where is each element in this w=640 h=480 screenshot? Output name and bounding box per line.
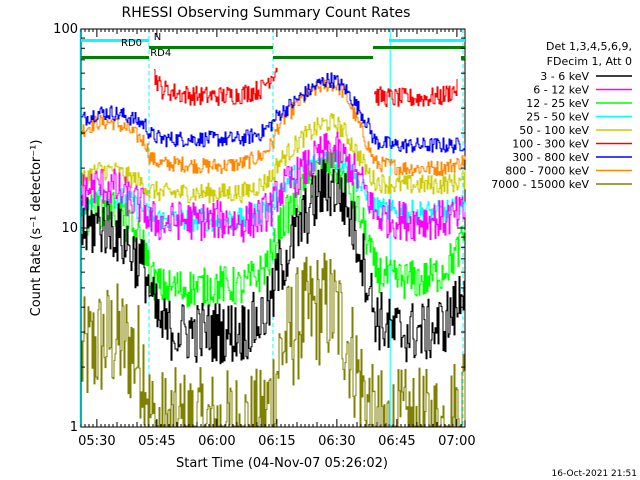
flag-bar-rd0-0	[149, 46, 273, 49]
series-trace-5	[154, 67, 458, 107]
x-tick-label-2: 06:00	[198, 434, 235, 449]
legend-label-2: 12 - 25 keV	[526, 97, 589, 110]
x-tick-label-6: 07:00	[438, 434, 475, 449]
series-trace-7	[81, 78, 466, 177]
flag-label-n: N	[154, 32, 161, 43]
legend-label-4: 50 - 100 keV	[519, 124, 589, 137]
y-tick-label-2: 100	[53, 22, 78, 37]
legend-label-3: 25 - 50 keV	[526, 111, 589, 124]
legend-header-line-1: Det 1,3,4,5,6,9,	[546, 40, 632, 53]
legend-label-5: 100 - 300 keV	[512, 138, 589, 151]
x-tick-label-5: 06:45	[378, 434, 415, 449]
y-axis-label: Count Rate (s⁻¹ detector⁻¹)	[29, 140, 44, 317]
legend-label-7: 800 - 7000 keV	[505, 165, 589, 178]
legend-header-line-2: FDecim 1, Att 0	[547, 55, 632, 68]
series-trace-6	[81, 72, 466, 154]
flag-label-rd4: RD4	[150, 48, 171, 59]
flag-bar-n-0	[81, 39, 149, 42]
series-trace-2	[81, 147, 466, 308]
flag-bar-rd0-1	[373, 46, 465, 49]
flag-label-rd0: RD0	[121, 38, 142, 49]
flag-bar-rd4-0	[81, 56, 149, 59]
x-tick-label-4: 06:30	[318, 434, 355, 449]
x-tick-label-0: 05:30	[78, 434, 115, 449]
flag-layer: N RD0 RD4	[81, 32, 465, 59]
series-trace-1	[81, 131, 466, 243]
legend-label-0: 3 - 6 keV	[540, 70, 589, 83]
y-tick-label-0: 1	[70, 420, 78, 435]
flag-bar-n-1	[389, 39, 465, 42]
chart-title: RHESSI Observing Summary Count Rates	[122, 5, 411, 21]
flag-bar-rd4-1	[273, 56, 373, 59]
x-axis-label: Start Time (04-Nov-07 05:26:02)	[176, 456, 388, 471]
x-tick-label-3: 06:15	[258, 434, 295, 449]
x-tick-label-1: 05:45	[138, 434, 175, 449]
flag-bar-rd4-2	[461, 56, 465, 59]
legend: Det 1,3,4,5,6,9, FDecim 1, Att 0 3 - 6 k…	[491, 40, 632, 191]
y-tick-label-1: 10	[61, 221, 78, 236]
series-trace-0	[81, 159, 466, 365]
timestamp-footer: 16-Oct-2021 21:51	[552, 469, 637, 479]
series-layer	[81, 67, 466, 427]
legend-label-8: 7000 - 15000 keV	[491, 178, 589, 191]
legend-label-6: 300 - 800 keV	[512, 151, 589, 164]
axis-layer: 05:30 05:45 06:00 06:15 06:30 06:45 07:00 1 10 10…	[53, 22, 475, 449]
legend-label-1: 6 - 12 keV	[533, 84, 589, 97]
series-trace-4	[81, 113, 466, 204]
